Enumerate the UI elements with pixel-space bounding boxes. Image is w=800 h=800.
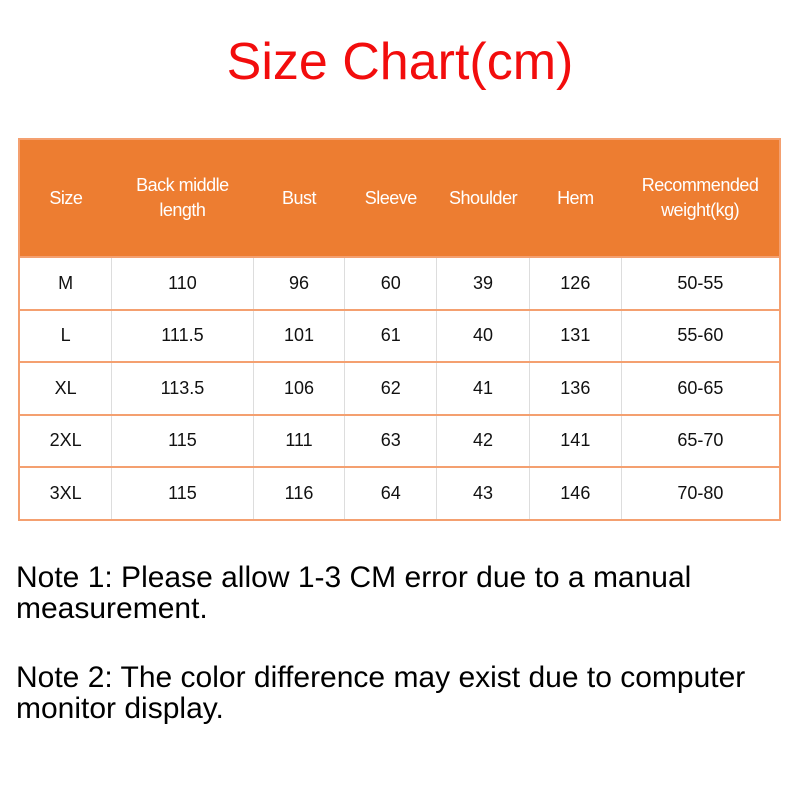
table-cell: 70-80 — [620, 466, 780, 520]
column-header: Bust — [253, 139, 345, 257]
table-row: M 110 96 60 39 126 50-55 — [19, 256, 780, 310]
table-cell: 42 — [436, 413, 530, 467]
table-cell: 101 — [252, 308, 345, 362]
table-cell: 65-70 — [620, 413, 780, 467]
table-cell: 39 — [436, 256, 530, 310]
table-cell: 61 — [344, 308, 437, 362]
table-cell: 111.5 — [111, 308, 254, 362]
table-cell: 126 — [528, 256, 622, 310]
size-chart-table: Size Back middle length Bust Sleeve Shoulder… — [18, 138, 781, 521]
table-cell: XL — [19, 361, 112, 415]
table-row: L 111.5 101 61 40 131 55-60 — [19, 308, 780, 362]
table-cell: 3XL — [19, 466, 112, 520]
table-cell: 50-55 — [620, 256, 780, 310]
table-cell: 40 — [436, 308, 530, 362]
column-header: Shoulder — [436, 139, 530, 257]
column-header: Recommended weight(kg) — [621, 139, 780, 257]
table-cell: 96 — [252, 256, 345, 310]
table-cell: 116 — [252, 466, 345, 520]
note-1: Note 1: Please allow 1-3 CM error due to… — [16, 561, 692, 625]
note-2: Note 2: The color difference may exist d… — [16, 661, 746, 725]
table-cell: 131 — [528, 308, 622, 362]
table-cell: 136 — [528, 361, 622, 415]
table-cell: M — [19, 256, 112, 310]
table-cell: 106 — [252, 361, 345, 415]
table-row: 3XL 115 116 64 43 146 70-80 — [19, 466, 780, 520]
table-cell: 115 — [111, 413, 254, 467]
table-row: XL 113.5 106 62 41 136 60-65 — [19, 361, 780, 415]
table-cell: 113.5 — [111, 361, 254, 415]
page-title: Size Chart(cm) — [226, 33, 574, 91]
table-cell: 141 — [528, 413, 622, 467]
table-cell: 64 — [344, 466, 437, 520]
table-cell: 41 — [436, 361, 530, 415]
column-header: Hem — [529, 139, 622, 257]
table-row: 2XL 115 111 63 42 141 65-70 — [19, 413, 780, 467]
column-header: Back middle length — [111, 139, 254, 257]
table-cell: 2XL — [19, 413, 112, 467]
table-cell: 60-65 — [620, 361, 780, 415]
table-cell: 63 — [344, 413, 437, 467]
table-cell: 62 — [344, 361, 437, 415]
table-cell: 43 — [436, 466, 530, 520]
table-cell: 115 — [111, 466, 254, 520]
table-cell: 146 — [528, 466, 622, 520]
column-header: Sleeve — [344, 139, 437, 257]
table-cell: 110 — [111, 256, 254, 310]
column-header: Size — [19, 139, 112, 257]
header-row: Size Back middle length Bust Sleeve Shoulder… — [19, 139, 780, 257]
table-cell: L — [19, 308, 112, 362]
table-cell: 60 — [344, 256, 437, 310]
table-cell: 55-60 — [620, 308, 780, 362]
table-cell: 111 — [252, 413, 345, 467]
